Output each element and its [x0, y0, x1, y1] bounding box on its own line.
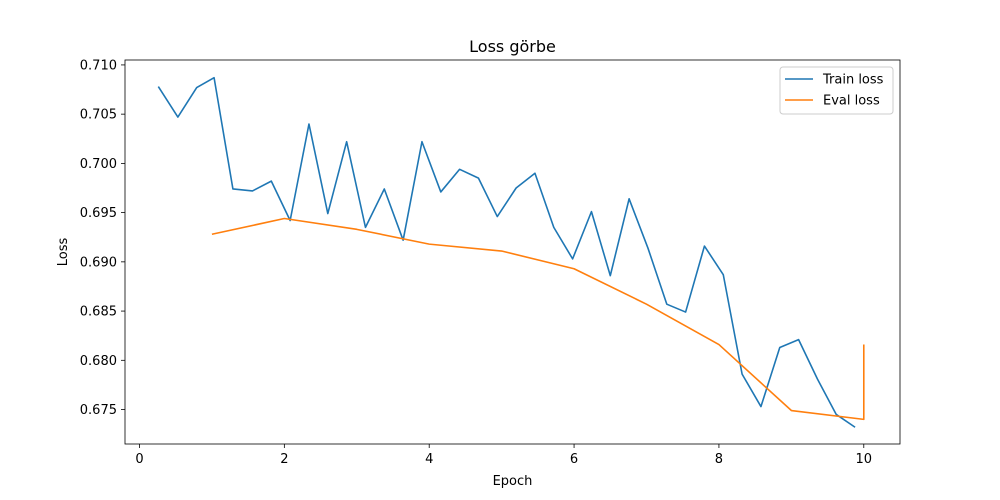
plot-area [124, 59, 901, 445]
x-tick-label: 2 [280, 452, 288, 467]
x-tick-label: 10 [856, 452, 873, 467]
y-tick-label: 0.680 [80, 354, 117, 369]
legend: Train loss Eval loss [779, 66, 894, 115]
series-line-eval-loss [211, 217, 865, 421]
legend-label: Eval loss [823, 94, 880, 109]
x-tick-label: 6 [570, 452, 578, 467]
y-axis: 0.675 0.680 0.685 0.690 0.695 0.700 0.705 0.710 [80, 58, 125, 418]
x-tick-label: 4 [425, 452, 433, 467]
y-axis-label: Loss [56, 238, 71, 267]
x-tick-label: 8 [715, 452, 723, 467]
y-tick-label: 0.710 [80, 58, 117, 73]
x-axis: 0 2 4 6 8 10 [135, 444, 872, 467]
y-tick-label: 0.700 [80, 157, 117, 172]
series-line-train-loss [157, 76, 856, 428]
x-tick-label: 0 [135, 452, 143, 467]
legend-label: Train loss [822, 73, 884, 88]
y-tick-label: 0.690 [80, 255, 117, 270]
y-tick-label: 0.695 [80, 206, 117, 221]
x-axis-label: Epoch [493, 474, 533, 489]
y-tick-label: 0.675 [80, 403, 117, 418]
chart-title: Loss görbe [469, 37, 556, 56]
y-tick-label: 0.685 [80, 305, 117, 320]
series-layer [157, 76, 865, 428]
y-tick-label: 0.705 [80, 108, 117, 123]
